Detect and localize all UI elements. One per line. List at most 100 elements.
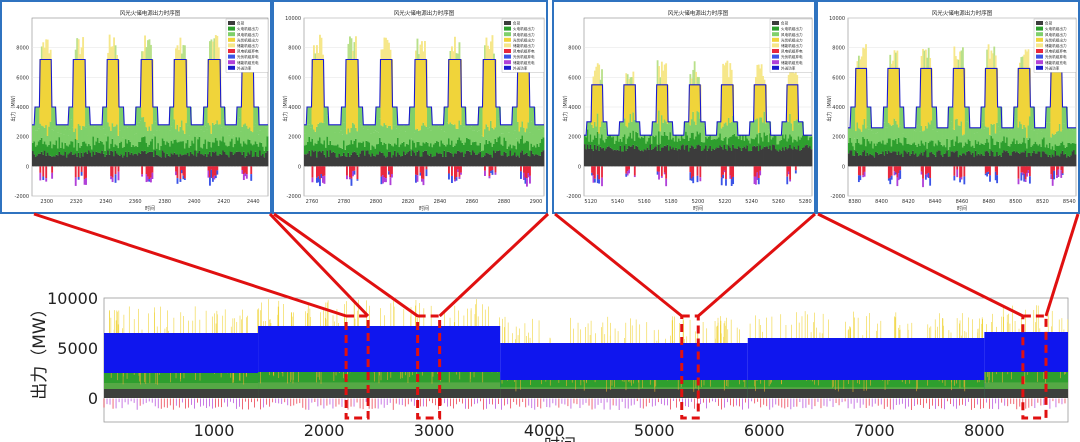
wind-bar [873,143,876,158]
wind-bar [514,107,516,131]
curtail-bar [959,51,961,69]
thermal-bar [887,150,890,167]
wind-bar [428,107,431,128]
overview-x-tick: 5000 [634,421,675,440]
wind-bar [779,135,782,142]
wind-bar [589,134,592,145]
wind-bar [463,126,465,145]
solar-bar [241,59,244,127]
wind-bar [602,121,605,124]
charge-bar [490,171,492,173]
curtail-bar [313,45,315,60]
charge-bar [51,172,54,179]
wind-bar [1026,148,1028,158]
wind-bar [263,124,266,139]
wind-bar [110,143,113,151]
wind-bar [695,136,697,149]
x-tick-label: 2360 [129,199,142,205]
thermal-bar [802,148,804,167]
wind-bar [518,143,521,158]
wind-bar [33,141,36,155]
solar-bar [349,59,351,133]
wind-bar [632,112,635,131]
wind-bar [142,136,145,152]
charge-bar [85,166,87,178]
solar-bar [107,59,110,123]
solar-bar [448,59,450,125]
wind-bar [481,151,483,158]
charge-bar [484,166,486,171]
solar-bar [482,59,485,137]
curtail-bar [182,45,185,60]
charge-bar [454,166,456,180]
thermal-bar [869,153,872,167]
wind-bar [790,136,793,149]
thermal-bar [104,156,107,167]
legend-swatch [1036,49,1043,53]
wind-bar [311,124,314,139]
wind-bar [753,120,756,140]
thermal-bar [720,146,723,167]
wind-bar [500,133,503,145]
wind-bar [984,126,987,143]
solar-bar [217,59,220,125]
curtail-bar [860,56,863,69]
curtail-bar [896,50,899,69]
wind-bar [164,128,167,145]
wind-bar [696,131,699,146]
charge-bar [322,166,324,177]
wind-bar [1068,142,1071,157]
thermal-bar [60,154,62,167]
wind-bar [70,107,73,120]
wind-bar [496,141,498,152]
thermal-bar [470,155,473,167]
solar-bar [350,59,353,129]
legend-swatch [772,21,779,25]
solar-bar [175,59,177,130]
charge-bar [996,175,999,184]
thermal-bar [618,150,621,167]
wind-bar [518,131,521,144]
curtail-bar [142,51,145,60]
wind-bar [496,107,498,130]
wind-bar [237,130,239,141]
wind-bar [862,124,865,138]
wind-bar [981,122,984,144]
legend-label: 火电机组出力 [237,26,259,31]
wind-bar [32,142,34,152]
wind-bar [1047,147,1050,157]
y-tick-label: 10000 [829,16,845,22]
thermal-bar [776,150,779,167]
wind-bar [1038,144,1041,152]
wind-bar [469,124,471,129]
thermal-bar [860,155,863,167]
wind-bar [596,131,599,146]
wind-bar [1006,137,1008,151]
wind-bar [40,137,43,152]
wind-bar [488,141,491,155]
wind-bar [976,132,979,144]
charge-bar [1050,174,1053,180]
wind-bar [346,134,348,146]
wind-bar [999,107,1001,132]
thermal-bar [980,153,983,167]
wind-bar [195,124,198,135]
y-tick-label: 4000 [832,105,845,111]
legend-swatch [228,49,235,53]
wind-bar [629,114,632,133]
curtail-bar [595,66,598,85]
wind-bar [166,124,169,142]
wind-bar [410,107,413,139]
wind-bar [392,146,395,156]
solar-bar [993,68,996,124]
wind-bar [1030,146,1033,157]
wind-bar [39,139,42,154]
wind-bar [954,119,957,142]
charge-bar [114,166,117,175]
wind-bar [232,124,235,136]
thermal-bar [942,156,944,167]
wind-bar [388,143,390,152]
thermal-bar [1060,153,1063,167]
thermal-bar [338,153,341,167]
wind-bar [222,136,225,151]
